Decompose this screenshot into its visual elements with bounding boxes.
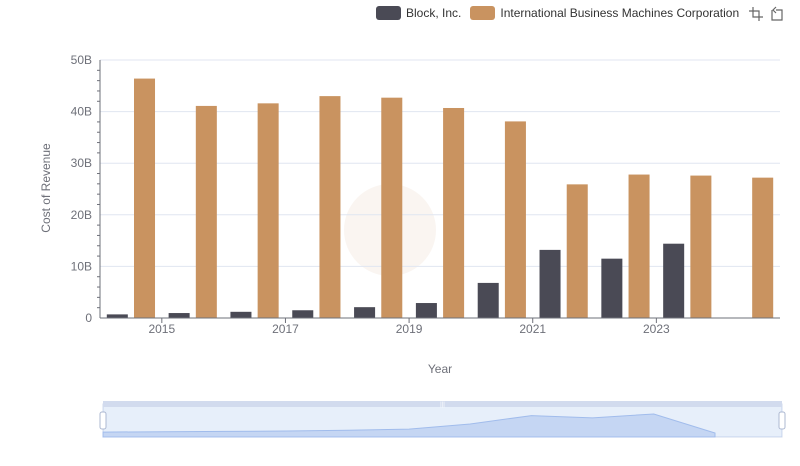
y-tick-label: 30B xyxy=(71,156,92,170)
y-tick-label: 0 xyxy=(85,311,92,325)
legend: Block, Inc. International Business Machi… xyxy=(376,4,748,22)
bar-block-2021[interactable] xyxy=(539,249,561,318)
legend-label-ibm: International Business Machines Corporat… xyxy=(500,6,740,20)
x-tick-label: 2019 xyxy=(396,322,423,336)
bar-ibm-2021[interactable] xyxy=(566,184,588,318)
bar-block-2020[interactable] xyxy=(477,282,499,318)
bar-ibm-2020[interactable] xyxy=(504,121,526,319)
bar-block-2023[interactable] xyxy=(663,243,685,318)
slider-handle-right[interactable] xyxy=(778,411,786,430)
x-tick-label: 2015 xyxy=(148,322,175,336)
bar-ibm-2019[interactable] xyxy=(443,107,465,318)
bar-ibm-2014[interactable] xyxy=(134,78,156,319)
bar-ibm-2024[interactable] xyxy=(752,177,774,318)
bar-ibm-2016[interactable] xyxy=(257,103,279,319)
toolbox xyxy=(748,6,788,22)
zoom-icon[interactable] xyxy=(748,6,764,22)
bar-block-2018[interactable] xyxy=(354,307,376,318)
bar-ibm-2023[interactable] xyxy=(690,175,712,318)
legend-swatch-ibm xyxy=(470,6,496,20)
y-tick-label: 50B xyxy=(71,53,92,67)
slider-grip-icon: ||| xyxy=(440,402,445,408)
y-axis-label: Cost of Revenue xyxy=(39,143,53,233)
bar-ibm-2018[interactable] xyxy=(381,97,403,318)
bar-block-2016[interactable] xyxy=(230,311,252,318)
bar-block-2014[interactable] xyxy=(106,314,128,318)
bar-block-2022[interactable] xyxy=(601,258,623,318)
y-tick-label: 20B xyxy=(71,208,92,222)
zoom-reset-icon[interactable] xyxy=(768,6,784,22)
bar-block-2015[interactable] xyxy=(168,313,190,318)
x-tick-label: 2017 xyxy=(272,322,299,336)
bar-ibm-2022[interactable] xyxy=(628,174,650,318)
legend-item-ibm[interactable]: International Business Machines Corporat… xyxy=(470,6,739,20)
slider-handle-left[interactable] xyxy=(99,411,107,430)
x-tick-label: 2023 xyxy=(643,322,670,336)
legend-label-block: Block, Inc. xyxy=(406,6,462,20)
legend-item-block[interactable]: Block, Inc. xyxy=(376,6,461,20)
y-tick-label: 40B xyxy=(71,105,92,119)
y-tick-label: 10B xyxy=(71,259,92,273)
bar-block-2019[interactable] xyxy=(415,303,437,318)
slider-selected-range[interactable] xyxy=(103,404,782,437)
bar-ibm-2015[interactable] xyxy=(195,105,217,318)
bar-block-2017[interactable] xyxy=(292,310,314,318)
slider-preview-area xyxy=(102,413,716,438)
x-tick-label: 2021 xyxy=(519,322,546,336)
slider-top-bar[interactable] xyxy=(103,401,782,407)
x-axis-label: Year xyxy=(427,362,453,376)
bar-ibm-2017[interactable] xyxy=(319,96,341,319)
legend-swatch-block xyxy=(376,6,401,20)
